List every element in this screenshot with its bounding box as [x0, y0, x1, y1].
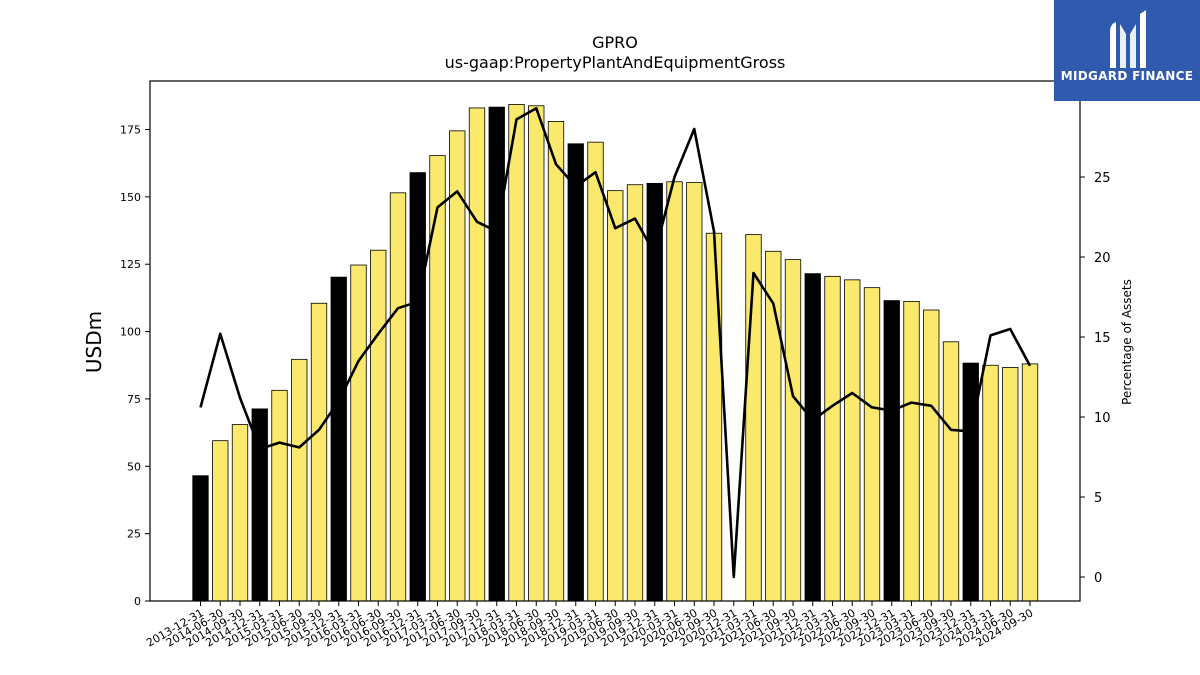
y2-tick-label: 25 [1094, 171, 1111, 186]
bar-2023-09-30 [942, 341, 960, 602]
y-tick-label: 0 [134, 595, 141, 608]
bar-2016-03-31 [350, 264, 367, 602]
y-tick-label: 25 [127, 528, 141, 541]
bar-2022-03-31 [824, 275, 841, 602]
bar-2015-06-30 [291, 358, 308, 602]
bar-2020-09-30 [705, 232, 723, 602]
bar-2016-09-30 [389, 192, 407, 602]
bar-2015-03-31 [271, 389, 288, 602]
y-tick-label: 125 [120, 258, 141, 271]
bar-2022-12-31 [883, 300, 900, 602]
bar-2022-09-30 [863, 287, 881, 602]
bar-2015-12-31 [330, 276, 347, 602]
y-tick-label: 75 [127, 393, 141, 406]
percentage-line [199, 106, 1032, 579]
bars-group [192, 104, 1039, 602]
bar-2017-03-31 [429, 155, 446, 602]
bar-2018-06-30 [528, 105, 545, 602]
line-group [199, 106, 1032, 579]
y-axis-label: USDm [82, 311, 106, 373]
bar-2023-06-30 [923, 309, 940, 602]
bar-2020-06-30 [686, 182, 703, 602]
y2-tick-label: 20 [1094, 251, 1111, 266]
bar-2024-09-30 [1021, 363, 1039, 602]
y-tick-label: 175 [120, 123, 141, 136]
bar-2018-09-30 [547, 121, 565, 602]
bar-2019-09-30 [626, 184, 644, 602]
bar-2017-12-31 [488, 106, 505, 602]
bar-2018-03-31 [508, 104, 525, 602]
bar-2015-09-30 [310, 302, 328, 602]
y-tick-label: 50 [127, 460, 141, 473]
y2-tick-label: 10 [1094, 411, 1111, 426]
bar-2023-03-31 [903, 300, 920, 602]
logo-text: MIDGARD FINANCE [1060, 69, 1194, 83]
y2-tick-label: 15 [1094, 331, 1111, 346]
y2-tick-label: 5 [1094, 491, 1102, 506]
chart-subtitle: us-gaap:PropertyPlantAndEquipmentGross [445, 53, 786, 72]
chart-title: GPRO [592, 33, 638, 52]
bar-2024-03-31 [982, 364, 999, 602]
bar-2024-06-30 [1002, 366, 1019, 602]
midgard-finance-logo: MIDGARD FINANCE [1054, 0, 1200, 101]
bar-2019-03-31 [587, 141, 604, 602]
bar-2018-12-31 [567, 143, 584, 602]
bar-2019-06-30 [607, 190, 624, 602]
y-tick-label: 100 [120, 326, 141, 339]
bar-2014-06-30 [212, 440, 229, 602]
bar-2021-09-30 [784, 259, 802, 602]
y2-tick-label: 0 [1094, 571, 1102, 586]
bar-2016-12-31 [409, 172, 426, 602]
bar-2022-06-30 [844, 279, 861, 602]
logo-mark-icon [1110, 10, 1146, 68]
bar-2016-06-30 [370, 249, 387, 602]
bar-2013-12-31 [192, 475, 209, 602]
y2-axis-label: Percentage of Assets [1120, 279, 1134, 405]
bar-2014-09-30 [231, 424, 249, 602]
bar-2020-03-31 [666, 181, 683, 602]
bar-2017-09-30 [468, 107, 486, 602]
y-tick-label: 150 [120, 191, 141, 204]
bar-2021-12-31 [804, 273, 821, 602]
